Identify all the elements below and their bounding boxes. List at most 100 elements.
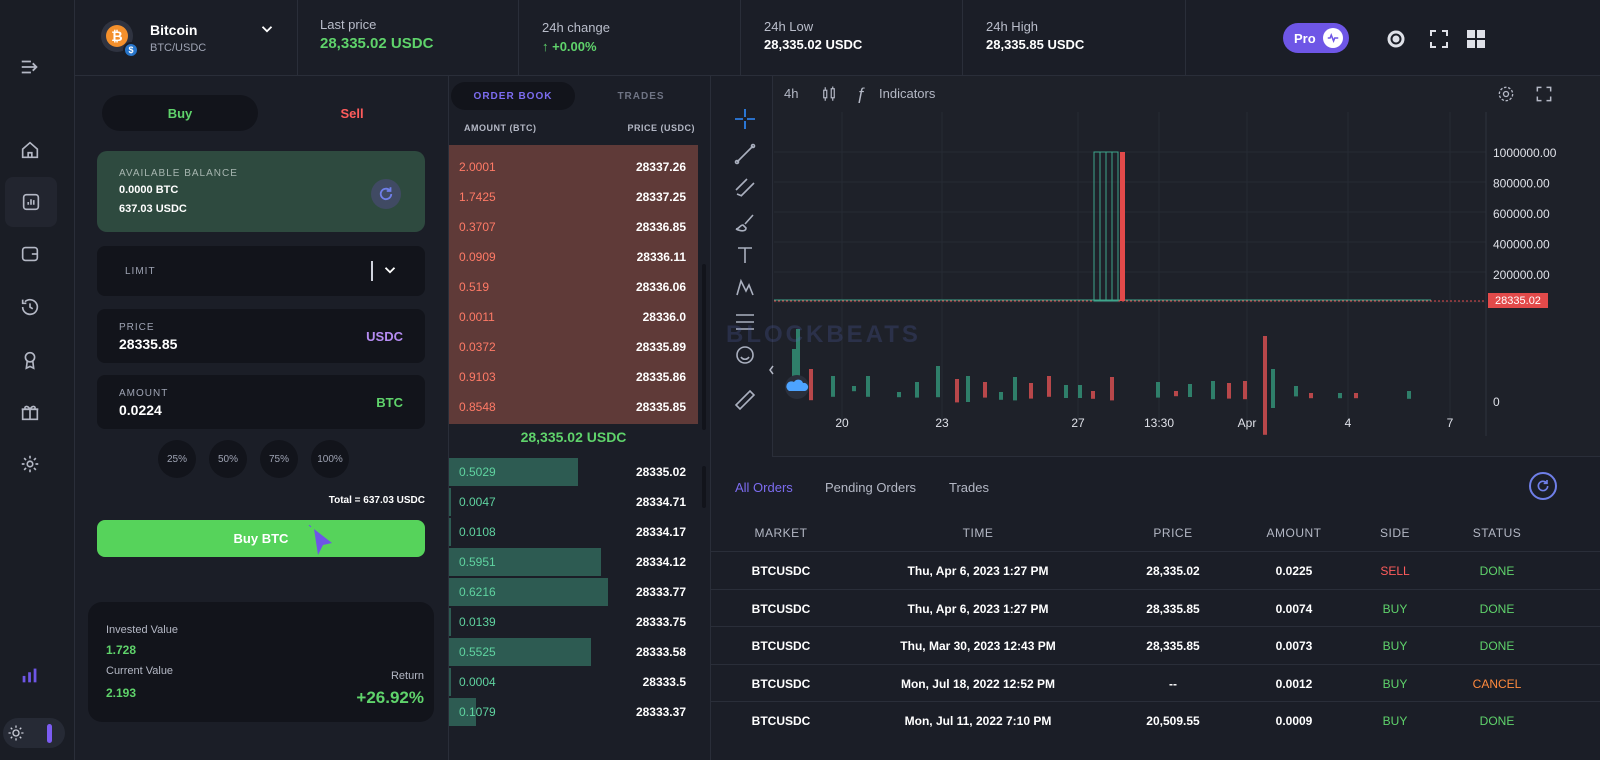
buy-tab[interactable]: Buy: [102, 95, 258, 131]
bid-row[interactable]: 0.6216 28333.77: [449, 577, 698, 607]
bid-row[interactable]: 0.0047 28334.71: [449, 487, 698, 517]
bid-row[interactable]: 0.1079 28333.37: [449, 697, 698, 727]
current-label: Current Value: [106, 665, 174, 677]
market-header: ₿ $ Bitcoin BTC/USDC Last price 28,335.0…: [75, 0, 1600, 76]
home-icon[interactable]: [17, 137, 43, 163]
price-field[interactable]: PRICE 28335.85 USDC: [97, 309, 425, 363]
volume-bar: [983, 382, 987, 398]
volume-bar: [1110, 377, 1114, 401]
brush-icon[interactable]: [733, 210, 757, 234]
order-row[interactable]: BTCUSDC Mon, Jul 11, 2022 7:10 PM 20,509.5…: [711, 701, 1600, 738]
ask-amount: 1.7425: [459, 190, 496, 204]
volume-bar: [809, 369, 813, 401]
fullscreen-icon[interactable]: [1427, 27, 1451, 51]
chevron-down-icon[interactable]: [258, 20, 276, 38]
tab-all-orders[interactable]: All Orders: [735, 480, 793, 495]
crosshair-icon[interactable]: [733, 107, 757, 131]
buy-btc-button[interactable]: Buy BTC: [97, 520, 425, 557]
bid-amount: 0.0108: [459, 525, 496, 539]
refresh-balance-icon[interactable]: [371, 179, 401, 209]
ask-row[interactable]: 2.0001 28337.26: [449, 152, 698, 182]
time-axis-tick: 4: [1345, 416, 1352, 430]
ask-row[interactable]: 0.519 28336.06: [449, 272, 698, 302]
ask-row[interactable]: 0.9103 28335.86: [449, 362, 698, 392]
chart-settings-gear-icon[interactable]: [1496, 84, 1516, 107]
rewards-badge-icon[interactable]: [17, 347, 43, 373]
layout-grid-icon[interactable]: [1464, 27, 1488, 51]
parallel-channel-icon[interactable]: [733, 176, 757, 200]
ask-row[interactable]: 0.0909 28336.11: [449, 242, 698, 272]
amount-input[interactable]: 0.0224: [119, 402, 162, 418]
ask-row[interactable]: 0.0011 28336.0: [449, 302, 698, 332]
refresh-orders-icon[interactable]: [1529, 472, 1557, 500]
ask-row[interactable]: 0.0372 28335.89: [449, 332, 698, 362]
function-icon[interactable]: ƒ: [856, 84, 866, 103]
bid-depth-bar: [449, 698, 477, 726]
order-market: BTCUSDC: [751, 601, 811, 616]
timeframe-button[interactable]: 4h: [784, 86, 799, 101]
bid-row[interactable]: 0.5029 28335.02: [449, 457, 698, 487]
trend-line-icon[interactable]: [733, 142, 757, 166]
bid-row[interactable]: 0.5951 28334.12: [449, 547, 698, 577]
bid-row[interactable]: 0.5525 28333.58: [449, 637, 698, 667]
volume-bar: [1338, 393, 1342, 399]
price-axis-tick: 200000.00: [1493, 268, 1550, 282]
volume-bar: [1029, 383, 1033, 399]
last-price-value: 28,335.02 USDC: [320, 35, 434, 52]
indicators-button[interactable]: Indicators: [879, 86, 936, 101]
trade-chart-icon[interactable]: [5, 177, 57, 227]
settings-gear-icon[interactable]: [17, 451, 43, 477]
fib-tool-icon[interactable]: [733, 310, 757, 334]
pattern-tool-icon[interactable]: [733, 276, 757, 300]
amount-field[interactable]: AMOUNT 0.0224 BTC: [97, 375, 425, 429]
tab-trades[interactable]: Trades: [949, 480, 989, 495]
emoji-icon[interactable]: [733, 343, 757, 367]
ask-price: 28337.26: [635, 160, 686, 174]
gift-icon[interactable]: [17, 399, 43, 425]
percent-50-button[interactable]: 50%: [209, 440, 247, 478]
theme-toggle[interactable]: [3, 718, 65, 748]
order-row[interactable]: BTCUSDC Thu, Mar 30, 2023 12:43 PM 28,335.…: [711, 626, 1600, 663]
order-type-select[interactable]: LIMIT: [97, 246, 425, 296]
tab-pending-orders[interactable]: Pending Orders: [825, 480, 917, 495]
sell-tab[interactable]: Sell: [340, 105, 364, 121]
ruler-icon[interactable]: [733, 388, 757, 412]
order-row[interactable]: BTCUSDC Thu, Apr 6, 2023 1:27 PM 28,335.85…: [711, 588, 1600, 626]
order-row[interactable]: BTCUSDC Thu, Apr 6, 2023 1:27 PM 28,335.02…: [711, 551, 1600, 588]
pro-mode-button[interactable]: Pro: [1283, 23, 1349, 53]
asks-list: 2.0001 28337.26 1.7425 28337.25 0.3707 28336.…: [449, 145, 698, 424]
chart-canvas[interactable]: 1000000.00800000.00600000.00400000.00200…: [711, 76, 1600, 457]
asks-scrollbar[interactable]: [702, 264, 706, 430]
percent-75-button[interactable]: 75%: [260, 440, 298, 478]
percent-100-button[interactable]: 100%: [311, 440, 349, 478]
expand-menu-icon[interactable]: [17, 54, 43, 80]
text-tool-icon[interactable]: [733, 243, 757, 267]
asset-name[interactable]: Bitcoin: [150, 22, 198, 38]
bid-row[interactable]: 0.0004 28333.5: [449, 667, 698, 697]
cloud-marker-icon: [786, 379, 809, 391]
orders-panel: All Orders Pending Orders Trades MARKET T…: [711, 457, 1600, 760]
amount-unit: BTC: [376, 395, 403, 410]
price-input[interactable]: 28335.85: [119, 336, 178, 352]
ask-row[interactable]: 1.7425 28337.25: [449, 182, 698, 212]
candle-type-icon[interactable]: [820, 85, 838, 106]
trade-panel: Buy Sell AVAILABLE BALANCE 0.0000 BTC 63…: [75, 76, 448, 760]
percent-25-button[interactable]: 25%: [158, 440, 196, 478]
chevron-down-icon[interactable]: [381, 261, 399, 281]
tab-order-book[interactable]: ORDER BOOK: [451, 82, 575, 110]
ask-row[interactable]: 0.3707 28336.85: [449, 212, 698, 242]
order-total: Total = 637.03 USDC: [328, 495, 425, 506]
stats-bars-icon[interactable]: [17, 662, 43, 688]
tab-trades[interactable]: TRADES: [617, 90, 665, 102]
wallet-icon[interactable]: [17, 241, 43, 267]
chart-fullscreen-icon[interactable]: [1534, 84, 1554, 107]
ask-row[interactable]: 0.8548 28335.85: [449, 392, 698, 422]
bids-scrollbar[interactable]: [702, 466, 706, 508]
bid-row[interactable]: 0.0108 28334.17: [449, 517, 698, 547]
history-icon[interactable]: [17, 294, 43, 320]
support-lifebuoy-icon[interactable]: [1384, 27, 1408, 51]
bid-row[interactable]: 0.0139 28333.75: [449, 607, 698, 637]
volume-bar: [999, 392, 1003, 400]
order-row[interactable]: BTCUSDC Mon, Jul 18, 2022 12:52 PM -- 0.001…: [711, 663, 1600, 701]
bid-price: 28333.5: [642, 675, 686, 689]
